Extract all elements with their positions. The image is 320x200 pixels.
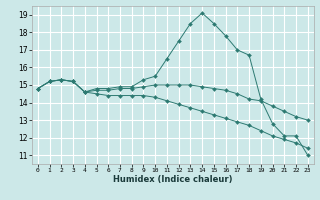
X-axis label: Humidex (Indice chaleur): Humidex (Indice chaleur) — [113, 175, 233, 184]
